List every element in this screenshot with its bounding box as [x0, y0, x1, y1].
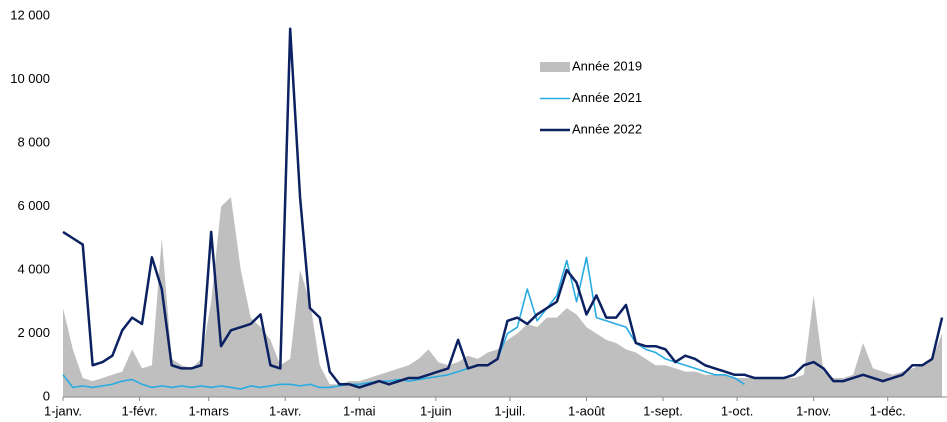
x-tick-label: 1-nov.	[796, 403, 831, 418]
y-tick-label: 0	[43, 388, 50, 403]
y-tick-label: 4 000	[17, 261, 50, 276]
legend-label: Année 2019	[572, 58, 642, 73]
legend-label: Année 2022	[572, 121, 642, 136]
x-tick-label: 1-avr.	[269, 403, 302, 418]
legend-label: Année 2021	[572, 90, 642, 105]
x-tick-label: 1-mars	[188, 403, 229, 418]
y-tick-label: 10 000	[10, 71, 50, 86]
legend-swatch	[540, 62, 570, 72]
x-tick-label: 1-mai	[343, 403, 376, 418]
line	[62, 27, 944, 389]
x-tick-label: 1-déc.	[870, 403, 906, 418]
x-tick-label: 1-oct.	[721, 403, 754, 418]
x-tick-label: 1-août	[568, 403, 605, 418]
x-tick-label: 1-janv.	[44, 403, 82, 418]
x-tick-label: 1-févr.	[121, 403, 157, 418]
y-tick-label: 8 000	[17, 134, 50, 149]
x-tick-label: 1-sept.	[643, 403, 683, 418]
y-tick-label: 6 000	[17, 198, 50, 213]
x-tick-label: 1-juil.	[494, 403, 525, 418]
x-tick-label: 1-juin	[420, 403, 452, 418]
y-tick-label: 12 000	[10, 7, 50, 22]
y-tick-label: 2 000	[17, 325, 50, 340]
